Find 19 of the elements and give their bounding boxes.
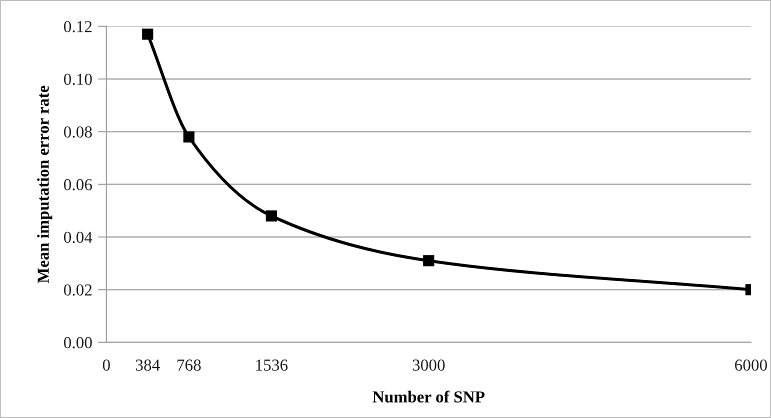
x-tick-label: 384 xyxy=(136,359,160,371)
y-tick-label: 0.00 xyxy=(64,337,92,348)
x-tick-label: 768 xyxy=(178,359,201,371)
y-axis-title: Mean imputation error rate xyxy=(37,86,52,284)
x-tick-label: 1536 xyxy=(256,360,288,371)
x-tick-label: 3000 xyxy=(412,359,445,371)
x-tick-label: 0 xyxy=(102,359,110,371)
x-tick-label: 6000 xyxy=(735,359,767,371)
y-tick-label: 0.04 xyxy=(64,232,92,244)
y-tick-label: 0.10 xyxy=(64,74,92,86)
point xyxy=(142,28,154,40)
point xyxy=(183,131,194,142)
y-tick-label: 0.02 xyxy=(64,284,92,296)
y-tick-label: 0.08 xyxy=(64,126,92,138)
y-tick-label: 0.12 xyxy=(64,21,92,32)
point xyxy=(423,255,434,266)
y-tick-label: 0.06 xyxy=(64,179,92,190)
x-axis-title: Number of SNP xyxy=(372,390,485,403)
point xyxy=(266,210,277,222)
